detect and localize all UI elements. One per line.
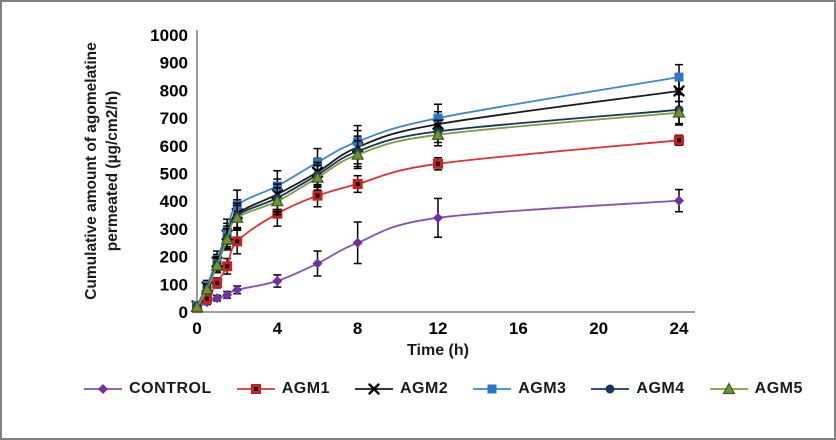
series-control [192, 188, 684, 313]
y-tick-label: 200 [160, 248, 188, 267]
y-axis-title: Cumulative amount of agomelatine permeat… [83, 42, 121, 300]
x-tick-label: 12 [429, 319, 448, 338]
legend-label: AGM1 [281, 380, 330, 397]
y-tick-label: 400 [160, 192, 188, 211]
legend: CONTROL AGM1 AGM2 AGM3 AGM4 AGM5 [2, 380, 834, 398]
series-markers [190, 105, 686, 313]
y-tick-label: 900 [160, 54, 188, 73]
x-axis-title: Time (h) [407, 342, 469, 359]
y-tick-label: 600 [160, 137, 188, 156]
y-tick-label: 300 [160, 220, 188, 239]
error-bars [203, 188, 683, 306]
x-tick-label: 20 [589, 319, 608, 338]
x-tick-label: 24 [670, 319, 689, 338]
legend-label: AGM2 [399, 380, 449, 397]
legend-item-agm2: AGM2 [354, 380, 448, 398]
legend-label: AGM3 [518, 380, 567, 397]
y-tick-label: 100 [160, 275, 188, 294]
square-legend-marker-icon [473, 384, 512, 394]
diamond-legend-marker-icon [84, 384, 123, 394]
error-bars [203, 63, 683, 292]
x-legend-marker-icon [354, 383, 393, 395]
series-markers [192, 195, 684, 313]
y-tick-label: 1000 [150, 26, 188, 45]
legend-label: CONTROL [129, 380, 212, 397]
plot-area: 0 100 200 300 400 500 600 700 800 900 1000 0 4 8 12 16 2… [150, 26, 695, 338]
error-bars [203, 100, 683, 295]
legend-item-agm5: AGM5 [709, 380, 803, 398]
y-tick-label: 0 [179, 303, 188, 322]
legend-item-agm3: AGM3 [472, 380, 566, 398]
legend-label: AGM5 [754, 380, 803, 397]
tick-labels: 0 100 200 300 400 500 600 700 800 900 1000 0 4 8 12 16 2… [150, 26, 689, 338]
legend-label: AGM4 [636, 380, 685, 397]
legend-item-control: CONTROL [83, 380, 212, 398]
x-tick-label: 4 [273, 319, 283, 338]
circle-legend-marker-icon [591, 384, 630, 394]
legend-item-agm4: AGM4 [590, 380, 684, 398]
series-agm3 [192, 63, 684, 310]
x-tick-label: 16 [509, 319, 528, 338]
y-tick-label: 800 [160, 81, 188, 100]
series-agm5 [190, 100, 686, 313]
y-tick-label: 500 [160, 165, 188, 184]
square-dot-legend-marker-icon [236, 384, 275, 394]
triangle-legend-marker-icon [709, 382, 748, 395]
legend-item-agm1: AGM1 [236, 380, 330, 398]
x-tick-label: 8 [353, 319, 362, 338]
axes [196, 30, 695, 313]
x-tick-label: 0 [192, 319, 201, 338]
y-tick-label: 700 [160, 109, 188, 128]
